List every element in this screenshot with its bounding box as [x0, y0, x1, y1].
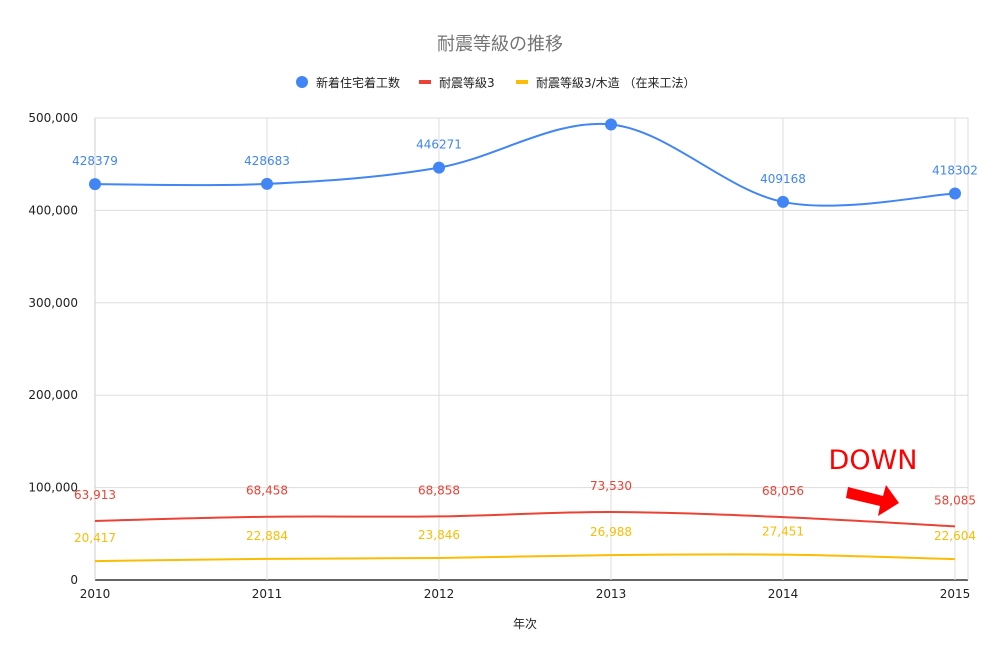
- data-labels: 428379 428683 446271 409168 418302 63,913 68,4…: [72, 138, 978, 545]
- y-tick-label: 100,000: [28, 481, 78, 495]
- data-point: [777, 195, 789, 208]
- series-line: [94, 122, 956, 207]
- legend-label: 新着住宅着工数: [316, 75, 400, 90]
- chart-title: 耐震等級の推移: [437, 34, 563, 55]
- legend-marker-circle-icon: [296, 76, 308, 88]
- data-label: 27,451: [762, 525, 804, 539]
- data-label: 68,458: [246, 484, 288, 498]
- data-label: 58,085: [934, 493, 976, 507]
- data-point: [605, 118, 617, 131]
- y-tick-label: 200,000: [28, 388, 78, 402]
- data-label: 26,988: [590, 525, 632, 539]
- data-label: 22,884: [246, 529, 288, 543]
- x-axis-label: 年次: [513, 617, 537, 631]
- x-tick-label: 2013: [596, 587, 627, 601]
- legend-label: 耐震等級3: [439, 76, 495, 90]
- data-label: 68,056: [762, 484, 804, 498]
- y-tick-label: 300,000: [28, 296, 78, 310]
- data-point: [433, 161, 445, 174]
- data-label: 418302: [932, 163, 978, 177]
- data-label: 63,913: [74, 488, 116, 502]
- data-point: [261, 177, 273, 190]
- data-label: 73,530: [590, 479, 632, 493]
- y-tick-label: 0: [70, 573, 78, 587]
- data-label: 428683: [244, 154, 290, 168]
- data-point: [949, 187, 961, 200]
- y-tick-label: 400,000: [28, 203, 78, 217]
- x-tick-label: 2015: [940, 587, 971, 601]
- y-tick-label: 500,000: [28, 111, 78, 125]
- data-label: 20,417: [74, 531, 116, 545]
- down-annotation: DOWN: [829, 445, 918, 516]
- data-label: 409168: [760, 172, 806, 186]
- data-label: 446271: [416, 138, 462, 152]
- x-tick-label: 2010: [80, 587, 111, 601]
- data-label: 428379: [72, 154, 118, 168]
- down-annotation-text: DOWN: [829, 445, 918, 476]
- legend-marker-line-icon: [516, 80, 528, 84]
- data-label: 22,604: [934, 529, 976, 543]
- x-tick-label: 2014: [768, 587, 799, 601]
- down-arrow-icon: [846, 485, 899, 516]
- series-line: [94, 553, 956, 563]
- grid: 0 100,000 200,000 300,000 400,000 500,000 2010…: [28, 111, 970, 601]
- legend: 新着住宅着工数 耐震等級3 耐震等級3/木造 （在来工法）: [296, 75, 696, 90]
- legend-label: 耐震等級3/木造 （在来工法）: [536, 76, 696, 90]
- data-point: [89, 178, 101, 191]
- data-label: 23,846: [418, 528, 460, 542]
- series-line: [94, 511, 956, 528]
- x-tick-label: 2011: [252, 587, 283, 601]
- data-label: 68,858: [418, 483, 460, 497]
- series-group: [89, 118, 961, 563]
- x-tick-label: 2012: [424, 587, 455, 601]
- legend-marker-line-icon: [419, 80, 431, 84]
